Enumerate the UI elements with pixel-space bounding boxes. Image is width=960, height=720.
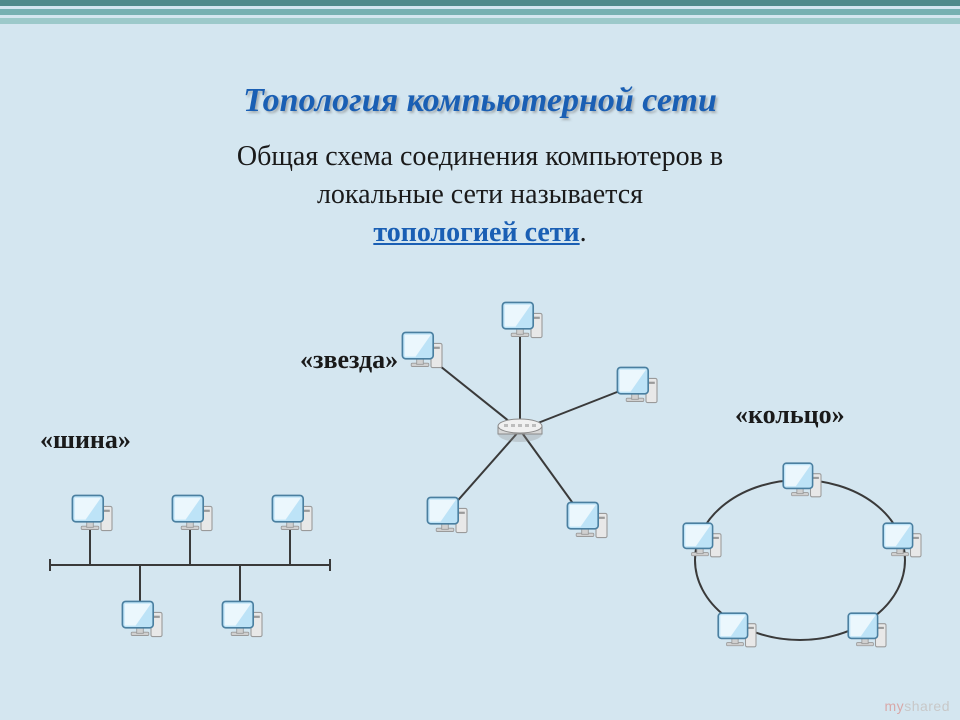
star-topology-diagram (360, 290, 680, 570)
bar-2 (0, 9, 960, 15)
slide-title: Топология компьютерной сети (0, 82, 960, 120)
desc-line2: локальные сети называется (317, 179, 643, 210)
bar-1 (0, 0, 960, 6)
desc-term: топологией сети (373, 217, 579, 248)
slide: Топология компьютерной сети Общая схема … (0, 0, 960, 720)
bus-topology-diagram (40, 470, 340, 660)
watermark-my: my (885, 698, 905, 714)
desc-period: . (580, 217, 587, 248)
bar-3 (0, 18, 960, 24)
slide-description: Общая схема соединения компьютеров в лок… (90, 138, 870, 251)
label-ring: «кольцо» (735, 400, 845, 430)
top-decoration-bars (0, 0, 960, 27)
desc-line1: Общая схема соединения компьютеров в (237, 141, 723, 172)
watermark-shared: shared (904, 698, 950, 714)
ring-topology-diagram (660, 440, 940, 670)
label-bus: «шина» (40, 425, 131, 455)
watermark: myshared (885, 698, 950, 714)
